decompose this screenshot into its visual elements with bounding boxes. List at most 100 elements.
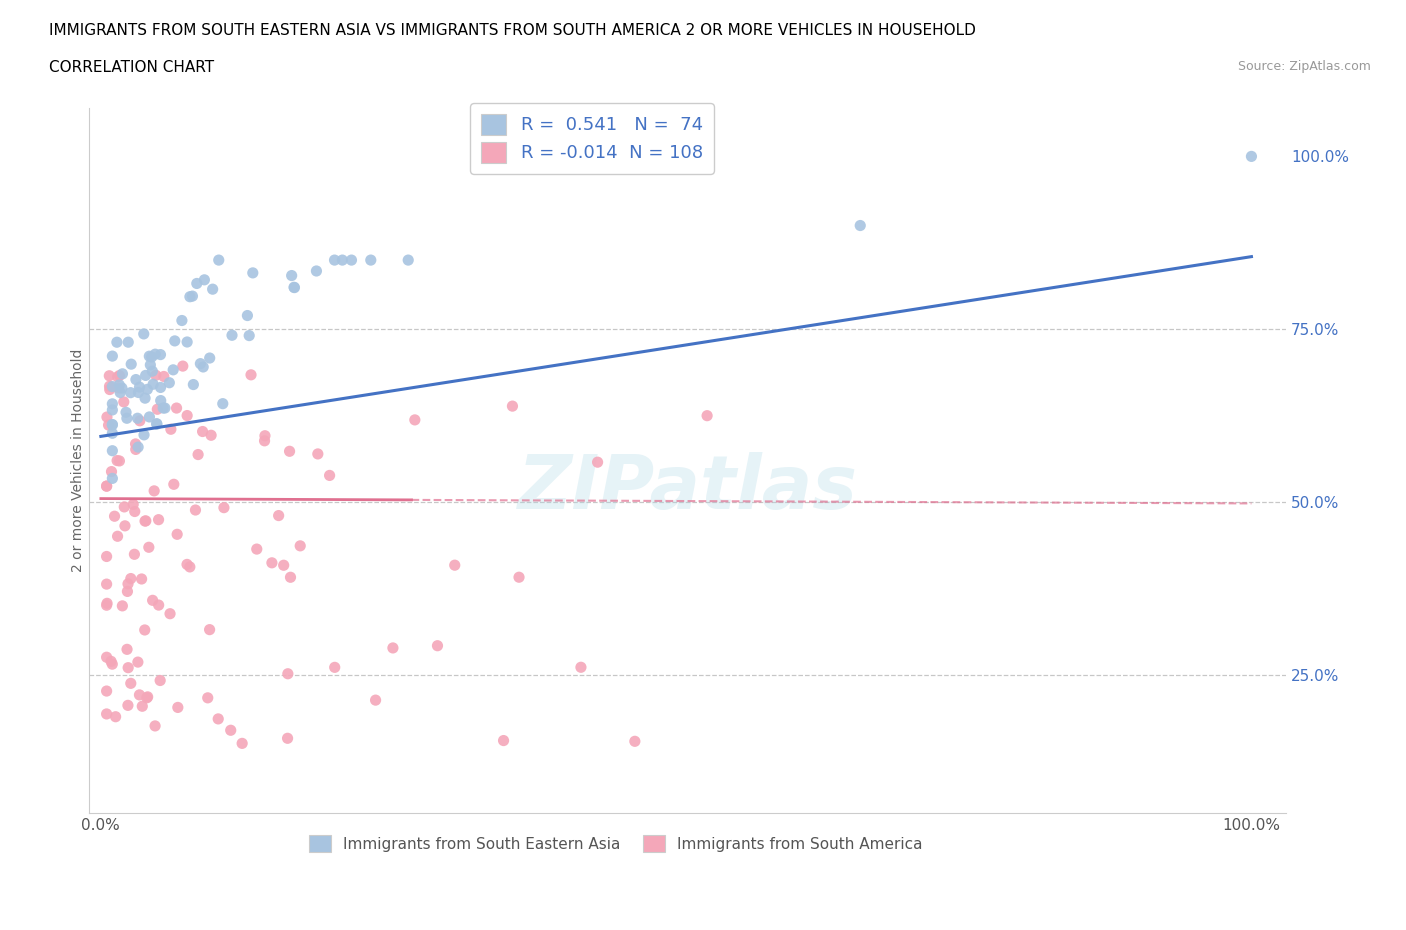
Point	[117, 584, 139, 599]
Point	[101, 444, 124, 458]
Point	[96, 707, 118, 722]
Point	[179, 560, 201, 575]
Point	[198, 622, 221, 637]
Point	[273, 558, 295, 573]
Point	[143, 484, 166, 498]
Point	[849, 218, 872, 232]
Point	[179, 289, 201, 304]
Point	[318, 468, 340, 483]
Point	[253, 433, 276, 448]
Point	[404, 412, 426, 427]
Point	[148, 598, 170, 613]
Point	[280, 570, 302, 585]
Point	[98, 368, 121, 383]
Point	[107, 369, 129, 384]
Point	[100, 654, 122, 669]
Point	[101, 349, 124, 364]
Point	[146, 402, 169, 417]
Point	[138, 409, 160, 424]
Legend: Immigrants from South Eastern Asia, Immigrants from South America: Immigrants from South Eastern Asia, Immi…	[304, 829, 928, 858]
Point	[240, 367, 263, 382]
Point	[134, 622, 156, 637]
Point	[162, 363, 184, 378]
Y-axis label: 2 or more Vehicles in Household: 2 or more Vehicles in Household	[72, 349, 86, 572]
Point	[146, 417, 169, 432]
Point	[134, 391, 156, 405]
Point	[127, 655, 149, 670]
Point	[120, 571, 142, 586]
Point	[112, 499, 135, 514]
Text: ZIPatlas: ZIPatlas	[517, 452, 858, 525]
Point	[138, 539, 160, 554]
Point	[128, 379, 150, 394]
Text: CORRELATION CHART: CORRELATION CHART	[49, 60, 214, 75]
Point	[221, 328, 243, 343]
Point	[115, 642, 138, 657]
Point	[120, 385, 142, 400]
Point	[149, 393, 172, 408]
Point	[108, 368, 131, 383]
Point	[135, 368, 157, 383]
Point	[426, 638, 449, 653]
Point	[96, 650, 118, 665]
Point	[120, 676, 142, 691]
Point	[127, 440, 149, 455]
Point	[101, 379, 124, 394]
Point	[340, 253, 363, 268]
Point	[131, 698, 153, 713]
Point	[104, 710, 127, 724]
Point	[100, 464, 122, 479]
Point	[211, 396, 233, 411]
Point	[142, 377, 165, 392]
Point	[145, 417, 167, 432]
Point	[260, 555, 283, 570]
Point	[143, 719, 166, 734]
Point	[108, 454, 131, 469]
Point	[152, 401, 174, 416]
Point	[278, 444, 301, 458]
Point	[170, 313, 193, 328]
Point	[127, 411, 149, 426]
Point	[96, 549, 118, 564]
Point	[148, 512, 170, 527]
Point	[290, 538, 312, 553]
Point	[231, 736, 253, 751]
Point	[208, 253, 231, 268]
Point	[101, 396, 124, 411]
Point	[96, 596, 118, 611]
Point	[107, 529, 129, 544]
Point	[193, 272, 215, 287]
Point	[138, 349, 160, 364]
Point	[153, 401, 176, 416]
Point	[105, 453, 128, 468]
Point	[108, 385, 131, 400]
Point	[176, 408, 198, 423]
Point	[163, 334, 186, 349]
Point	[277, 666, 299, 681]
Point	[569, 659, 592, 674]
Point	[283, 280, 305, 295]
Point	[1240, 149, 1263, 164]
Point	[112, 394, 135, 409]
Point	[624, 734, 647, 749]
Point	[364, 693, 387, 708]
Point	[283, 280, 305, 295]
Point	[124, 547, 146, 562]
Point	[207, 711, 229, 726]
Point	[166, 527, 188, 542]
Point	[98, 382, 121, 397]
Point	[125, 442, 148, 457]
Point	[96, 409, 118, 424]
Point	[115, 411, 138, 426]
Point	[105, 335, 128, 350]
Point	[111, 366, 134, 381]
Point	[200, 428, 222, 443]
Point	[323, 660, 346, 675]
Point	[381, 641, 404, 656]
Point	[396, 253, 419, 268]
Point	[139, 357, 162, 372]
Point	[98, 379, 121, 393]
Point	[134, 513, 156, 528]
Point	[149, 380, 172, 395]
Point	[238, 328, 260, 343]
